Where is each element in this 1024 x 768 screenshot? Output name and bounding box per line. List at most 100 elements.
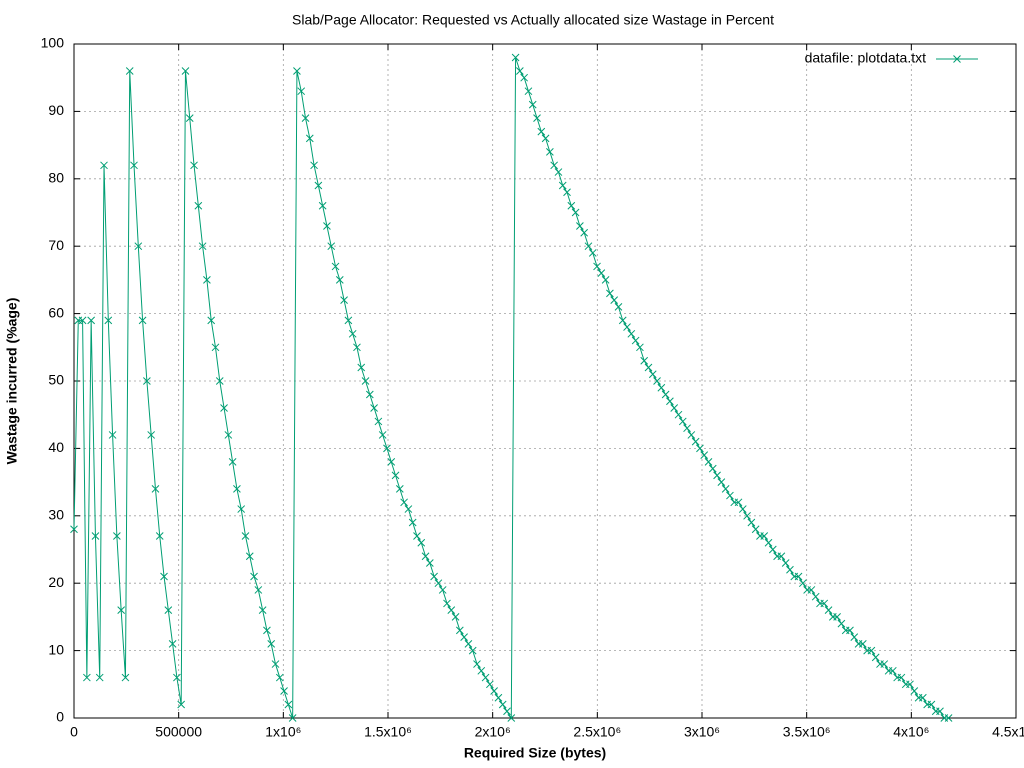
legend-label: datafile: plotdata.txt (805, 50, 927, 66)
data-point (267, 640, 276, 648)
data-point (726, 491, 734, 500)
y-tick-label: 100 (41, 35, 65, 51)
data-point (143, 377, 151, 385)
data-point (370, 404, 378, 412)
data-point (130, 161, 138, 170)
data-point (318, 201, 327, 210)
data-point (387, 458, 396, 466)
data-point (280, 687, 288, 695)
data-point (185, 114, 194, 122)
x-tick-label: 500000 (155, 724, 202, 740)
data-point (138, 316, 147, 325)
data-point (121, 673, 130, 682)
data-point (494, 693, 503, 702)
data-point (743, 511, 751, 520)
data-point (670, 404, 679, 412)
x-tick-label: 0 (70, 724, 78, 740)
data-point (554, 168, 563, 176)
y-tick-label: 10 (48, 641, 64, 657)
data-point (357, 363, 366, 372)
data-point (563, 188, 571, 197)
data-point (640, 356, 649, 365)
data-point (168, 640, 177, 648)
data-point (237, 505, 246, 513)
data-point (644, 363, 653, 372)
data-point (558, 181, 567, 190)
data-point (211, 343, 220, 352)
data-point (293, 67, 301, 75)
data-point (254, 586, 263, 594)
data-point (310, 161, 318, 170)
data-point (537, 127, 546, 136)
data-point (919, 693, 927, 702)
data-point (447, 606, 456, 615)
data-point (331, 262, 340, 271)
data-point (738, 505, 747, 513)
data-point (134, 242, 143, 251)
data-point (786, 565, 794, 574)
data-point (657, 383, 666, 392)
data-point (177, 700, 186, 709)
data-point (473, 660, 481, 668)
data-point (151, 484, 160, 493)
data-point (541, 134, 550, 143)
data-point (194, 201, 203, 210)
data-point (516, 67, 524, 75)
data-point (284, 700, 293, 709)
data-point (250, 572, 258, 581)
data-point (220, 404, 228, 412)
data-point (460, 633, 468, 641)
data-point (781, 559, 790, 567)
data-point (113, 532, 121, 540)
data-point (203, 276, 211, 284)
y-tick-label: 0 (56, 709, 64, 725)
data-point (871, 653, 880, 662)
data-point (233, 484, 241, 493)
data-point (511, 53, 520, 62)
data-point (451, 613, 460, 621)
data-point (760, 532, 769, 540)
data-point (258, 606, 267, 615)
x-tick-label: 1.5x10⁶ (364, 724, 412, 740)
data-point (155, 532, 164, 540)
data-point (880, 660, 889, 668)
data-point (207, 316, 216, 325)
data-point (413, 532, 421, 540)
data-point (683, 424, 691, 433)
data-point (173, 673, 181, 682)
data-point (271, 660, 280, 668)
data-point (190, 161, 198, 170)
plot-border (73, 43, 1017, 719)
data-point (691, 437, 700, 446)
data-point (936, 707, 944, 716)
data-point (245, 552, 254, 561)
data-point (468, 646, 477, 655)
data-point (550, 161, 559, 170)
data-point (400, 498, 408, 507)
data-point (275, 673, 284, 682)
data-point (846, 626, 854, 635)
data-point (215, 377, 224, 385)
data-point (378, 431, 387, 439)
chart-title: Slab/Page Allocator: Requested vs Actual… (292, 12, 774, 28)
data-point (704, 458, 713, 466)
y-tick-label: 20 (48, 574, 64, 590)
data-point (528, 100, 537, 109)
data-point (323, 222, 331, 230)
data-point (648, 370, 657, 379)
data-point (696, 444, 704, 453)
x-tick-label: 4.5x10⁶ (992, 724, 1024, 740)
data-point (353, 343, 361, 352)
data-point (768, 545, 777, 554)
data-point (524, 87, 533, 96)
data-point (588, 249, 597, 257)
data-point (618, 316, 627, 325)
data-point (764, 538, 773, 547)
data-point (837, 619, 846, 628)
data-point (383, 444, 391, 453)
data-point (713, 471, 721, 480)
data-point (721, 484, 730, 493)
data-point (314, 181, 323, 190)
data-point (576, 222, 584, 230)
data-point (593, 262, 601, 271)
